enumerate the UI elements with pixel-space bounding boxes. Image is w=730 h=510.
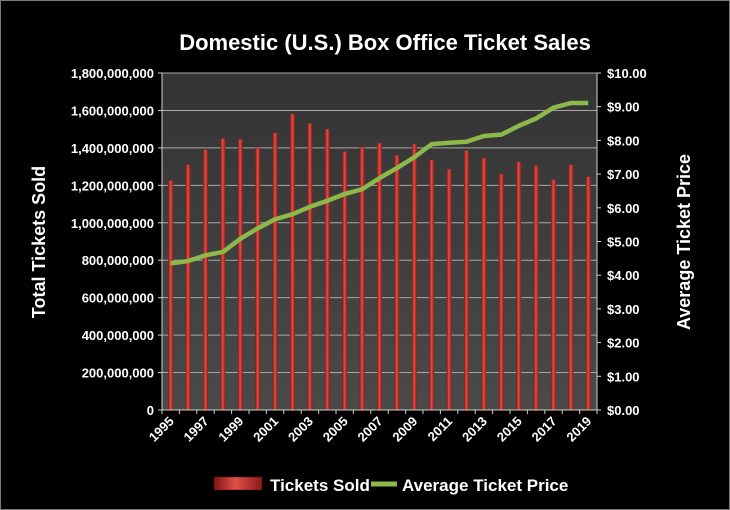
legend-label-tickets-sold: Tickets Sold bbox=[270, 476, 370, 495]
chart-title: Domestic (U.S.) Box Office Ticket Sales bbox=[179, 30, 591, 55]
bar-2012 bbox=[464, 150, 469, 410]
bar-series-tickets-sold bbox=[168, 114, 591, 411]
bar-2002 bbox=[290, 114, 295, 410]
bar-2003 bbox=[307, 123, 313, 411]
right-tick-label: $1.00 bbox=[607, 369, 640, 384]
x-tick-label: 1997 bbox=[181, 414, 212, 445]
bar-2004 bbox=[324, 129, 330, 411]
x-tick-label: 2011 bbox=[425, 414, 456, 445]
legend-swatch-tickets-sold bbox=[213, 476, 263, 491]
right-axis-tick-labels: $0.00 $1.00 $2.00 $3.00 $4.00 $5.00 $6.00 $7.00… bbox=[607, 66, 647, 418]
left-tick-label: 1,000,000,000 bbox=[71, 216, 154, 231]
line-series-average-ticket-price bbox=[170, 100, 589, 266]
x-tick-label: 2001 bbox=[250, 414, 281, 445]
bar-2015 bbox=[516, 161, 522, 410]
left-tick-label: 400,000,000 bbox=[82, 328, 154, 343]
bar-1996 bbox=[185, 164, 191, 410]
legend: Tickets Sold Average Ticket Price bbox=[213, 476, 568, 495]
x-tick-label: 2009 bbox=[389, 414, 420, 445]
bar-2001 bbox=[272, 132, 278, 410]
right-tick-label: $3.00 bbox=[607, 302, 640, 317]
left-tick-label: 1,200,000,000 bbox=[71, 178, 154, 193]
axes bbox=[158, 72, 601, 414]
left-axis-tick-labels: 0 200,000,000 400,000,000 600,000,000 800,00… bbox=[71, 66, 154, 418]
left-tick-label: 1,800,000,000 bbox=[71, 66, 154, 81]
right-tick-label: $4.00 bbox=[607, 268, 640, 283]
x-tick-label: 1999 bbox=[215, 414, 246, 445]
x-tick-label: 2003 bbox=[285, 414, 316, 445]
bar-2011 bbox=[446, 169, 452, 410]
bar-2018 bbox=[568, 164, 574, 410]
x-tick-label: 2015 bbox=[494, 414, 525, 445]
bar-1998 bbox=[220, 138, 226, 410]
right-tick-label: $5.00 bbox=[607, 235, 640, 250]
bar-2007 bbox=[377, 143, 382, 410]
bar-1997 bbox=[203, 149, 208, 410]
right-tick-label: $8.00 bbox=[607, 133, 640, 148]
x-axis-tick-labels: 1995 1997 1999 2001 2003 2005 2007 2009 2011 2013… bbox=[146, 414, 595, 445]
x-tick-label: 1995 bbox=[146, 414, 177, 445]
left-tick-label: 1,400,000,000 bbox=[71, 141, 154, 156]
left-axis-title: Total Tickets Sold bbox=[29, 166, 49, 318]
bar-2016 bbox=[533, 165, 539, 410]
left-tick-label: 1,600,000,000 bbox=[71, 103, 154, 118]
legend-label-average-ticket-price: Average Ticket Price bbox=[402, 476, 568, 495]
x-tick-label: 2017 bbox=[529, 414, 560, 445]
left-tick-label: 800,000,000 bbox=[82, 253, 154, 268]
average-ticket-price-line bbox=[170, 100, 589, 266]
bar-2009 bbox=[411, 144, 417, 410]
left-tick-label: 200,000,000 bbox=[82, 366, 154, 381]
right-tick-label: $2.00 bbox=[607, 336, 640, 351]
bar-2017 bbox=[551, 179, 556, 410]
bar-1995 bbox=[168, 180, 174, 410]
right-tick-label: $7.00 bbox=[607, 167, 640, 182]
bar-2019 bbox=[585, 176, 591, 410]
bar-2010 bbox=[429, 160, 435, 410]
bar-2000 bbox=[255, 147, 261, 410]
bar-2014 bbox=[498, 174, 504, 410]
x-tick-label: 2019 bbox=[563, 414, 594, 445]
right-axis-title: Average Ticket Price bbox=[674, 154, 694, 330]
right-tick-label: $10.00 bbox=[607, 66, 647, 81]
bar-1999 bbox=[237, 139, 243, 410]
left-tick-label: 600,000,000 bbox=[82, 291, 154, 306]
bar-2013 bbox=[481, 158, 487, 410]
x-tick-label: 2013 bbox=[459, 414, 490, 445]
right-tick-label: $9.00 bbox=[607, 100, 640, 115]
right-tick-label: $0.00 bbox=[607, 403, 640, 418]
left-tick-label: 0 bbox=[147, 403, 154, 418]
bar-2008 bbox=[394, 155, 400, 410]
x-tick-label: 2007 bbox=[355, 414, 386, 445]
bar-2006 bbox=[359, 146, 365, 410]
right-tick-label: $6.00 bbox=[607, 201, 640, 216]
x-tick-label: 2005 bbox=[320, 414, 351, 445]
bar-2005 bbox=[342, 151, 348, 410]
